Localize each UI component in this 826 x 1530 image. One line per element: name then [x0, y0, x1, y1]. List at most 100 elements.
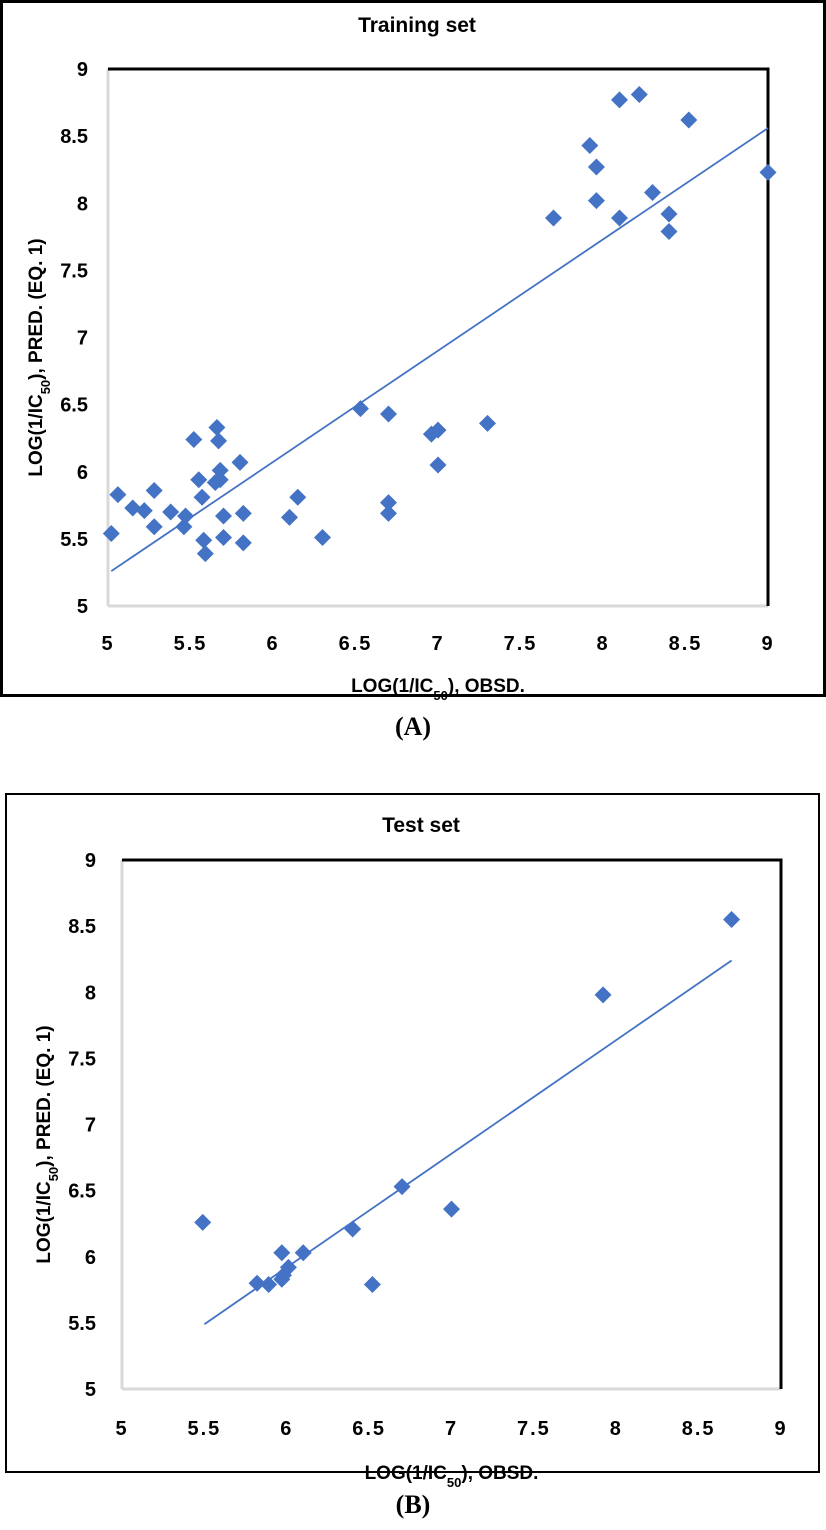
- data-point: [215, 507, 232, 525]
- data-point: [380, 494, 397, 512]
- data-point: [644, 184, 661, 202]
- x-axis-label: LOG(1/IC50), OBSD.: [351, 676, 525, 703]
- data-point: [587, 192, 605, 210]
- data-point: [429, 456, 447, 474]
- y-tick-label: 7.5: [60, 260, 88, 282]
- data-point: [594, 986, 612, 1004]
- data-point: [248, 1274, 266, 1292]
- x-tick-label: 6: [266, 633, 279, 655]
- data-point: [630, 86, 648, 104]
- data-point: [443, 1200, 460, 1218]
- x-tick-label: 6.5: [352, 1418, 386, 1440]
- data-point: [196, 545, 214, 563]
- data-point: [289, 488, 307, 506]
- y-tick-label: 5: [77, 596, 88, 618]
- data-point: [185, 431, 203, 449]
- data-point: [210, 432, 228, 450]
- y-tick-label: 7.5: [68, 1048, 96, 1070]
- y-tick-label: 8.5: [68, 916, 96, 938]
- data-point: [190, 471, 208, 489]
- data-point: [393, 1178, 411, 1196]
- data-point: [581, 137, 599, 155]
- y-tick-label: 5: [85, 1379, 96, 1401]
- data-point: [281, 508, 298, 526]
- x-tick-label: 8: [610, 1418, 623, 1440]
- chart-title: Training set: [358, 14, 476, 37]
- x-tick-label: 6: [280, 1418, 293, 1440]
- caption-b: (B): [395, 1490, 431, 1519]
- data-point: [723, 911, 741, 929]
- y-tick-label: 5.5: [60, 529, 88, 551]
- data-point: [211, 461, 229, 479]
- x-tick-label: 7: [431, 633, 444, 655]
- data-point: [194, 1213, 212, 1231]
- y-tick-label: 6: [77, 462, 88, 484]
- data-point: [102, 525, 120, 543]
- data-point: [479, 414, 496, 432]
- data-point: [294, 1244, 312, 1262]
- trendline: [110, 127, 769, 572]
- y-tick-label: 7: [77, 328, 88, 350]
- data-point: [135, 502, 153, 520]
- x-tick-label: 8.5: [682, 1418, 716, 1440]
- data-point: [109, 486, 127, 504]
- data-point: [680, 111, 698, 129]
- data-point: [759, 163, 777, 181]
- y-tick-label: 9: [77, 59, 88, 81]
- data-point: [234, 504, 252, 522]
- x-tick-label: 7.5: [504, 633, 538, 655]
- data-point: [234, 534, 252, 552]
- x-tick-label: 9: [761, 633, 774, 655]
- y-tick-label: 7: [85, 1115, 96, 1137]
- data-point: [380, 405, 397, 423]
- x-tick-label: 5.5: [187, 1418, 221, 1440]
- data-point: [231, 453, 249, 471]
- data-point: [660, 222, 678, 240]
- x-tick-label: 7: [445, 1418, 458, 1440]
- data-point: [587, 158, 605, 176]
- x-tick-label: 6.5: [339, 633, 373, 655]
- data-point: [215, 529, 232, 547]
- data-point: [660, 205, 678, 223]
- y-tick-label: 8: [77, 193, 88, 215]
- data-point: [344, 1220, 362, 1238]
- y-tick-label: 5.5: [68, 1313, 96, 1335]
- data-point: [545, 209, 562, 227]
- y-tick-label: 8.5: [60, 126, 88, 148]
- y-tick-label: 6: [85, 1247, 96, 1269]
- data-point: [208, 418, 226, 436]
- data-point: [273, 1244, 291, 1262]
- x-tick-label: 5: [115, 1418, 128, 1440]
- x-tick-label: 8: [596, 633, 609, 655]
- data-point: [380, 504, 397, 522]
- data-point: [145, 482, 163, 500]
- y-axis-label: LOG(1/IC50), PRED. (EQ. 1): [34, 1025, 61, 1263]
- x-tick-label: 9: [774, 1418, 787, 1440]
- x-tick-label: 5: [101, 633, 114, 655]
- data-point: [145, 518, 163, 536]
- data-point: [611, 91, 628, 109]
- training-set-chart: Training set 5 5.5 6 6.5 7 7.5 8 8.5 9 5 5.5 6 6.5 7 7.…: [26, 14, 777, 703]
- data-point: [611, 209, 628, 227]
- x-tick-label: 5.5: [174, 633, 208, 655]
- x-tick-label: 8.5: [669, 633, 703, 655]
- data-point: [429, 421, 447, 439]
- data-point: [193, 488, 211, 506]
- x-tick-label: 7.5: [517, 1418, 551, 1440]
- x-axis-label: LOG(1/IC50), OBSD.: [365, 1463, 539, 1490]
- caption-a: (A): [394, 712, 432, 741]
- data-point: [314, 529, 331, 547]
- chart-title: Test set: [382, 814, 460, 837]
- test-set-panel: [5, 793, 820, 1473]
- y-tick-label: 6.5: [60, 395, 88, 417]
- y-axis-label: LOG(1/IC50), PRED. (EQ. 1): [26, 238, 53, 476]
- data-point: [175, 518, 193, 536]
- y-tick-label: 8: [85, 982, 96, 1004]
- data-point: [195, 531, 213, 549]
- data-point: [211, 471, 229, 489]
- y-tick-label: 6.5: [68, 1181, 96, 1203]
- data-point: [124, 499, 142, 517]
- data-point: [363, 1276, 381, 1294]
- data-point: [162, 503, 180, 521]
